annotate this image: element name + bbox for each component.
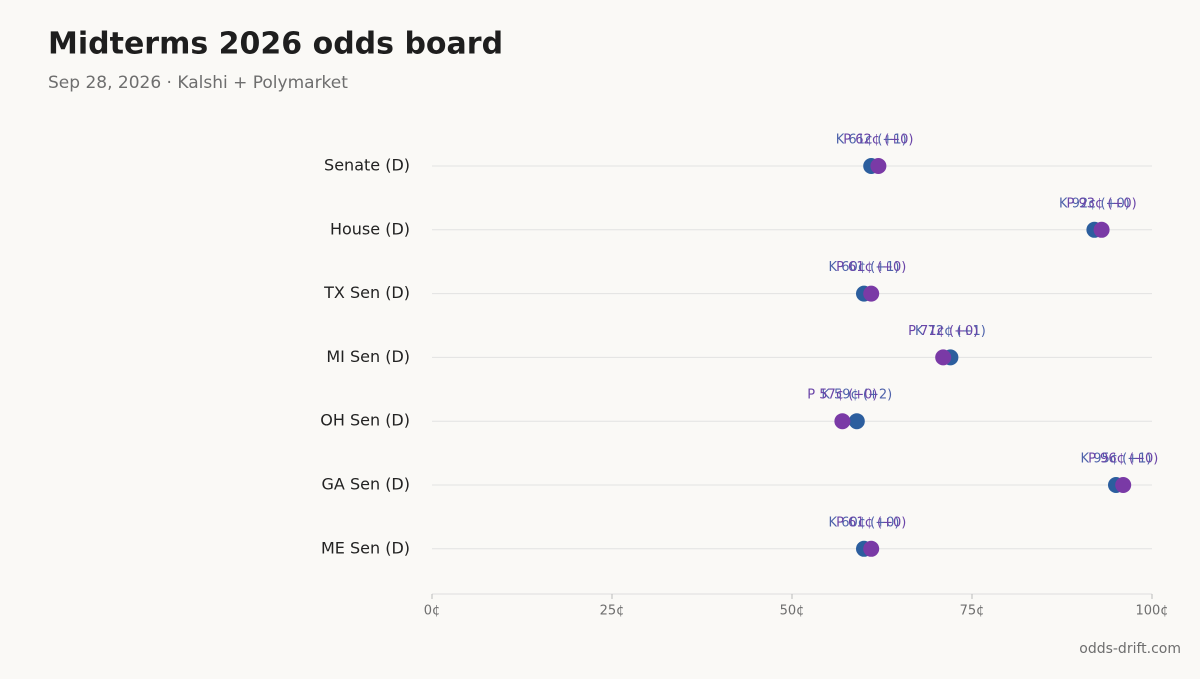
chart-title: Midterms 2026 odds board xyxy=(48,27,503,62)
dot xyxy=(863,540,880,557)
category-label: Senate (D) xyxy=(324,156,410,175)
value-label: P 71¢ (+0) xyxy=(908,324,978,339)
dot xyxy=(1093,221,1110,238)
category-label: MI Sen (D) xyxy=(326,347,410,366)
category-label: TX Sen (D) xyxy=(323,283,410,302)
value-label: P 62¢ (+0) xyxy=(843,133,913,148)
chart-subtitle: Sep 28, 2026 · Kalshi + Polymarket xyxy=(48,73,348,93)
value-label: P 96¢ (+0) xyxy=(1088,452,1158,467)
value-label: K 92¢ (+0) xyxy=(1059,196,1130,211)
x-tick-label: 50¢ xyxy=(780,604,805,619)
source: odds-drift.com xyxy=(1079,641,1181,657)
x-tick-label: 100¢ xyxy=(1135,604,1168,619)
value-label: P 61¢ (+0) xyxy=(836,260,906,275)
category-label: ME Sen (D) xyxy=(321,538,410,557)
value-label: K 95¢ (+1) xyxy=(1081,452,1152,467)
dot xyxy=(935,349,952,366)
value-label: P 57¢ (+0) xyxy=(807,388,877,403)
value-label: P 61¢ (+0) xyxy=(836,515,906,530)
dot xyxy=(848,413,865,430)
value-label: P 93¢ (+0) xyxy=(1066,196,1136,211)
x-tick-label: 0¢ xyxy=(424,604,441,619)
value-label: K 72¢ (+1) xyxy=(915,324,986,339)
x-tick-label: 75¢ xyxy=(960,604,985,619)
dot xyxy=(1115,477,1132,493)
value-label: K 59¢ (+2) xyxy=(821,388,892,403)
x-tick-label: 25¢ xyxy=(600,604,625,619)
dot xyxy=(863,285,880,302)
dot xyxy=(870,158,887,174)
dot xyxy=(834,413,851,430)
category-label: House (D) xyxy=(330,219,410,238)
category-label: OH Sen (D) xyxy=(320,411,410,430)
value-label: K 60¢ (+1) xyxy=(829,260,900,275)
category-label: GA Sen (D) xyxy=(322,475,410,494)
value-label: K 60¢ (+0) xyxy=(829,515,900,530)
value-label: K 61¢ (+1) xyxy=(836,133,907,148)
